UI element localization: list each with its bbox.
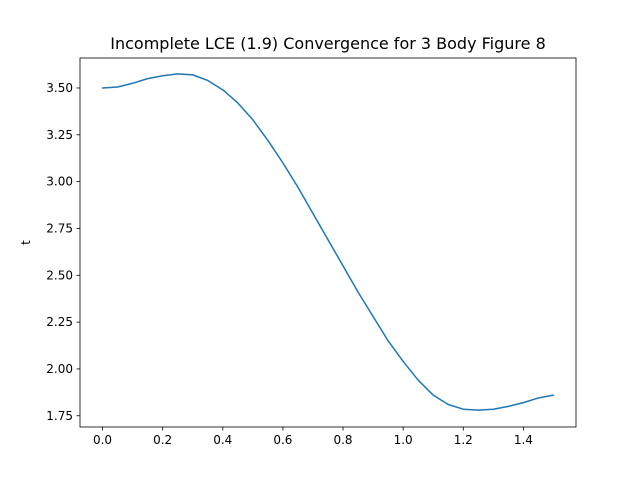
x-tick-label: 0.2 [153,433,172,447]
y-tick-label: 1.75 [46,409,73,423]
chart-title: Incomplete LCE (1.9) Convergence for 3 B… [110,34,546,53]
y-tick-label: 2.50 [46,268,73,282]
x-tick-label: 1.2 [454,433,473,447]
y-axis: 1.75 2.00 2.25 2.50 2.75 3.00 3.25 3.50 [46,81,80,423]
x-tick-label: 0.6 [273,433,292,447]
y-tick-label: 2.25 [46,315,73,329]
plot-area [101,73,555,411]
y-tick-label: 3.00 [46,175,73,189]
x-tick-label: 1.4 [514,433,533,447]
x-tick-label: 0.4 [213,433,232,447]
y-tick-label: 2.00 [46,362,73,376]
series-line-0 [101,73,555,411]
y-axis-label: t [19,240,33,245]
x-axis: 0.0 0.2 0.4 0.6 0.8 1.0 1.2 1.4 [93,427,533,447]
y-tick-label: 3.25 [46,128,73,142]
axes-frame [79,57,577,428]
x-tick-label: 1.0 [394,433,413,447]
y-tick-label: 3.50 [46,81,73,95]
y-tick-label: 2.75 [46,221,73,235]
x-tick-label: 0.8 [333,433,352,447]
x-tick-label: 0.0 [93,433,112,447]
